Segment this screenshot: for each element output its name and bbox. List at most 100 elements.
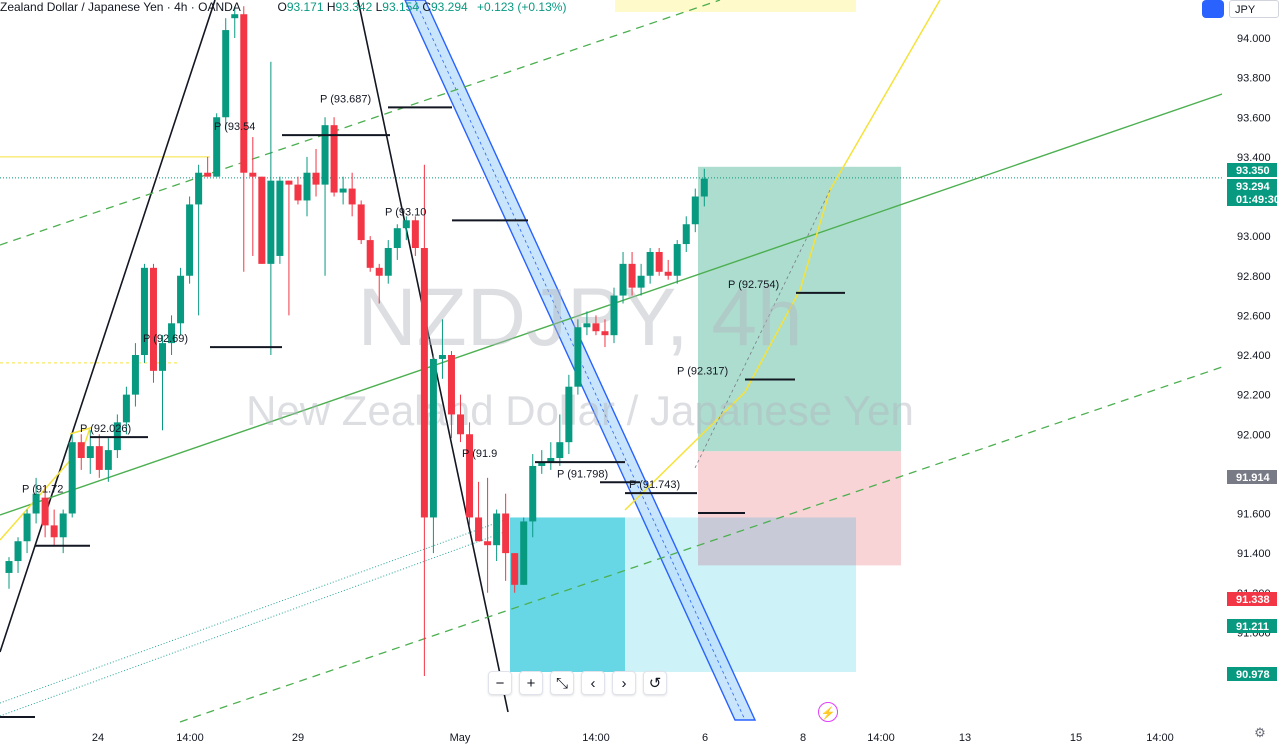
candle: [610, 287, 618, 344]
price-tick-label: 94.000: [1237, 33, 1271, 45]
candle-body: [159, 343, 167, 371]
candle-body: [429, 358, 437, 518]
price-tick-label: 92.400: [1237, 350, 1271, 362]
candle-body: [619, 263, 627, 296]
price-label-bg: [1227, 192, 1277, 206]
candle: [393, 224, 401, 260]
candle: [466, 422, 474, 526]
candle: [664, 259, 672, 280]
candle: [231, 6, 239, 38]
candle-body: [59, 513, 67, 538]
candle: [457, 394, 464, 443]
price-tick-label: 93.000: [1237, 231, 1271, 243]
ohlc-low: L93.154: [375, 0, 419, 14]
candle: [420, 164, 428, 676]
candle-body: [457, 414, 464, 435]
chart-watermark: NZDJPY, 4h New Zealand Dollar / Japanese…: [246, 272, 914, 434]
scroll-left-button[interactable]: ‹: [581, 671, 605, 695]
price-label-bg: [1227, 179, 1277, 193]
candle-body: [177, 275, 185, 324]
time-axis[interactable]: 24 14:00 29 May 14:00 6 8 14:00 13 15 14:00: [0, 724, 1222, 745]
dotted-line-2: [0, 529, 511, 717]
ohlc-open: O93.171: [277, 0, 324, 14]
pivot-label: P (92.317): [677, 365, 728, 377]
candle-body: [411, 220, 419, 249]
symbol-title: Zealand Dollar / Japanese Yen · 4h · OAN…: [0, 0, 241, 14]
candle: [484, 477, 492, 593]
candle: [303, 156, 311, 217]
candle-body: [213, 117, 221, 177]
lightning-icon[interactable]: ⚡: [818, 702, 838, 722]
gear-icon[interactable]: ⚙: [1254, 725, 1266, 740]
zoom-out-button[interactable]: −: [488, 671, 512, 695]
time-tick-label: 14:00: [1146, 732, 1174, 744]
zoom-in-button[interactable]: +: [519, 671, 543, 695]
candle-body: [68, 442, 76, 514]
reset-button[interactable]: ↺: [643, 671, 667, 695]
price-tick-label: 93.400: [1237, 152, 1271, 164]
candle: [41, 485, 49, 538]
watermark-name: New Zealand Dollar / Japanese Yen: [246, 387, 914, 434]
candle-body: [41, 497, 49, 526]
candle-body: [366, 240, 374, 268]
candle: [104, 438, 112, 482]
black-trendline-1: [0, 0, 216, 653]
pivot-label: P (91.743): [629, 479, 680, 491]
candle-body: [700, 178, 708, 197]
price-label: 90.978: [1236, 669, 1270, 681]
candle: [186, 196, 194, 284]
green-dashed-lower: [179, 364, 1229, 723]
price-label: 91.914: [1236, 472, 1271, 484]
candle-body: [95, 446, 103, 470]
cyan-zone: [510, 517, 625, 672]
dotted-line-1: [0, 517, 511, 704]
candles: [5, 6, 708, 676]
candle: [429, 355, 437, 554]
candle-body: [240, 14, 248, 173]
price-tick-label: 93.600: [1237, 112, 1271, 124]
ohlc-change: +0.123 (+0.13%): [477, 0, 567, 14]
price-label-bg: [1227, 619, 1277, 633]
yellow-projection: [624, 0, 941, 511]
candle: [122, 386, 130, 435]
candle-body: [628, 263, 636, 288]
candle-body: [357, 204, 365, 241]
candle: [556, 414, 564, 466]
time-tick-label: 6: [702, 732, 708, 744]
candle-body: [339, 188, 347, 193]
candle-body: [312, 172, 320, 185]
candle: [402, 216, 410, 241]
top-highlight: [615, 0, 856, 12]
candle: [285, 180, 293, 316]
candle-body: [32, 493, 40, 514]
scroll-right-button[interactable]: ›: [612, 671, 636, 695]
candle: [565, 374, 573, 455]
price-tick-label: 92.800: [1237, 271, 1271, 283]
candle-body: [592, 323, 600, 332]
price-axis[interactable]: 94.00093.80093.60093.40093.20093.00092.8…: [1222, 0, 1280, 745]
pivot-label: P (92.754): [728, 279, 779, 291]
price-label: 91.211: [1236, 621, 1269, 633]
candle-body: [655, 251, 663, 272]
layout-icon[interactable]: [1202, 0, 1224, 18]
candle: [23, 509, 31, 554]
candle-body: [149, 267, 157, 371]
candle-body: [565, 386, 573, 443]
candle-body: [493, 513, 501, 546]
candle: [213, 113, 221, 177]
candle-body: [466, 434, 474, 518]
currency-button[interactable]: JPY: [1229, 0, 1279, 18]
candle-body: [610, 295, 618, 336]
fit-button[interactable]: ⤡: [550, 671, 574, 695]
candle-body: [348, 188, 356, 205]
price-tick-label: 93.800: [1237, 73, 1271, 85]
candle-body: [131, 355, 139, 395]
pivot-label: P (91.798): [557, 468, 608, 480]
price-label-bg: [1227, 592, 1277, 606]
candle-body: [50, 525, 58, 538]
candle: [5, 557, 13, 589]
candle-body: [330, 125, 338, 193]
candle: [384, 240, 392, 284]
candle: [95, 434, 103, 478]
